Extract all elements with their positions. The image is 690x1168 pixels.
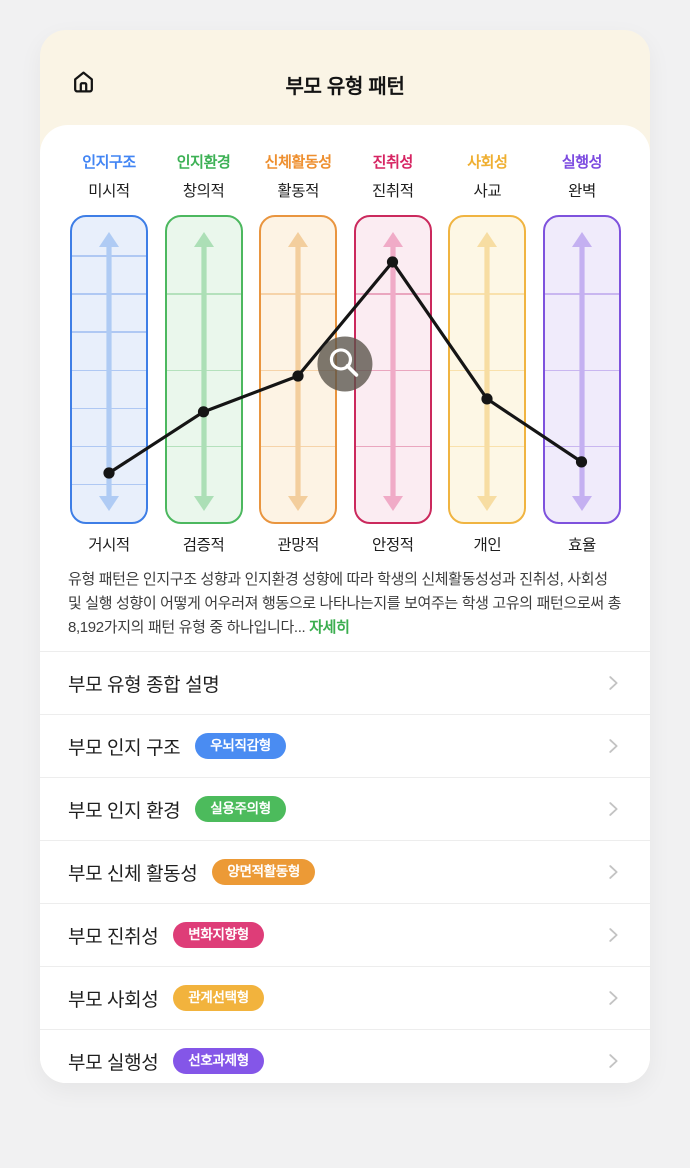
bottom-trait-label-cognitive-structure: 거시적 [88, 537, 130, 554]
type-badge: 변화지향형 [173, 922, 264, 948]
column-footers: 거시적 검증적 관망적 안정적 개인 효율 [40, 524, 650, 555]
page-background: { "header": { "title": "부모 유형 패턴", "home… [0, 30, 690, 1168]
bottom-trait-label-initiative: 안정적 [371, 537, 414, 554]
type-badge: 실용주의형 [195, 796, 286, 822]
list-item[interactable]: 부모 진취성 변화지향형 [40, 903, 650, 966]
chevron-right-icon [609, 739, 618, 753]
chevron-right-icon [609, 802, 618, 816]
description-text: 유형 패턴은 인지구조 성향과 인지환경 성향에 따라 학생의 신체활동성성과 … [68, 571, 622, 636]
top-trait-label: 진취적 [371, 183, 414, 200]
app-header: 부모 유형 패턴 [40, 30, 650, 125]
chevron-right-icon [609, 865, 618, 879]
home-button[interactable] [68, 66, 98, 96]
chevron-right-icon [609, 991, 618, 1005]
row-label: 부모 실행성 [68, 1052, 159, 1074]
page-title: 부모 유형 패턴 [285, 76, 405, 98]
list-item[interactable]: 부모 실행성 선호과제형 [40, 1029, 650, 1083]
top-trait-label: 완벽 [568, 183, 596, 200]
category-label: 진취성 [372, 154, 414, 171]
double-arrow-icon [99, 232, 119, 511]
category-label: 실행성 [561, 154, 603, 171]
category-label: 인지구조 [82, 154, 136, 171]
category-label: 인지환경 [176, 154, 231, 171]
double-arrow-icon [382, 232, 403, 511]
list-item[interactable]: 부모 사회성 관계선택형 [40, 966, 650, 1029]
list-item[interactable]: 부모 신체 활동성 양면적활동형 [40, 840, 650, 903]
column-headers: 인지구조 미시적 인지환경 창의적 신체활동성 활동적 진취성 진취적 사회성 사교 실행… [40, 125, 650, 201]
chevron-right-icon [609, 928, 618, 942]
scale-column-execution [542, 215, 621, 524]
column-header-initiative: 진취성 진취적 [354, 151, 432, 201]
row-label: 부모 진취성 [68, 926, 159, 948]
column-header-physical-activity: 신체활동성 활동적 [259, 151, 337, 201]
home-icon [73, 70, 93, 93]
more-link[interactable]: 자세히 [309, 619, 350, 636]
pattern-chart [70, 215, 621, 524]
top-trait-label: 활동적 [277, 183, 319, 200]
category-label: 신체활동성 [264, 154, 332, 171]
double-arrow-icon [571, 232, 592, 511]
row-label: 부모 유형 종합 설명 [68, 674, 220, 696]
type-badge: 양면적활동형 [212, 859, 316, 885]
pattern-line-overlay [103, 256, 588, 479]
column-header-sociality: 사회성 사교 [448, 151, 526, 201]
chevron-right-icon [609, 1054, 618, 1068]
content-panel: 인지구조 미시적 인지환경 창의적 신체활동성 활동적 진취성 진취적 사회성 사교 실행… [40, 125, 650, 1083]
detail-rows: 부모 유형 종합 설명 부모 인지 구조 우뇌직감형 부모 인지 환경 실용주의형 … [40, 651, 650, 1083]
type-badge: 우뇌직감형 [195, 733, 286, 759]
bottom-trait-label-sociality: 개인 [473, 537, 502, 554]
top-trait-label: 사교 [473, 183, 502, 200]
row-label: 부모 신체 활동성 [68, 863, 198, 885]
column-header-cognitive-environment: 인지환경 창의적 [165, 151, 243, 201]
bottom-trait-label-cognitive-environment: 검증적 [182, 537, 225, 554]
scale-column-initiative [353, 215, 432, 524]
list-item[interactable]: 부모 인지 환경 실용주의형 [40, 777, 650, 840]
column-header-cognitive-structure: 인지구조 미시적 [70, 151, 148, 201]
scale-column-cognitive-environment [164, 215, 243, 524]
column-header-execution: 실행성 완벽 [543, 151, 621, 201]
pattern-description: 유형 패턴은 인지구조 성향과 인지환경 성향에 따라 학생의 신체활동성성과 … [68, 568, 622, 640]
scale-column-sociality [448, 215, 527, 524]
category-label: 사회성 [467, 154, 508, 171]
list-item[interactable]: 부모 유형 종합 설명 [40, 651, 650, 714]
double-arrow-icon [193, 232, 214, 511]
row-label: 부모 사회성 [68, 989, 159, 1011]
double-arrow-icon [288, 232, 309, 511]
list-item[interactable]: 부모 인지 구조 우뇌직감형 [40, 714, 650, 777]
scale-column-cognitive-structure [70, 215, 148, 524]
type-badge: 관계선택형 [173, 985, 264, 1011]
scale-column-physical-activity [259, 215, 338, 524]
row-label: 부모 인지 환경 [68, 800, 181, 822]
bottom-trait-label-physical-activity: 관망적 [277, 537, 319, 554]
bottom-trait-label-execution: 효율 [568, 537, 596, 554]
double-arrow-icon [477, 232, 498, 511]
row-label: 부모 인지 구조 [68, 737, 181, 759]
top-trait-label: 미시적 [88, 183, 130, 200]
chevron-right-icon [609, 676, 618, 690]
type-badge: 선호과제형 [173, 1048, 264, 1074]
main-card: 부모 유형 패턴 인지구조 미시적 인지환경 창의적 신체활동성 활동적 진취성 진취… [40, 30, 650, 1083]
top-trait-label: 창의적 [182, 183, 225, 200]
